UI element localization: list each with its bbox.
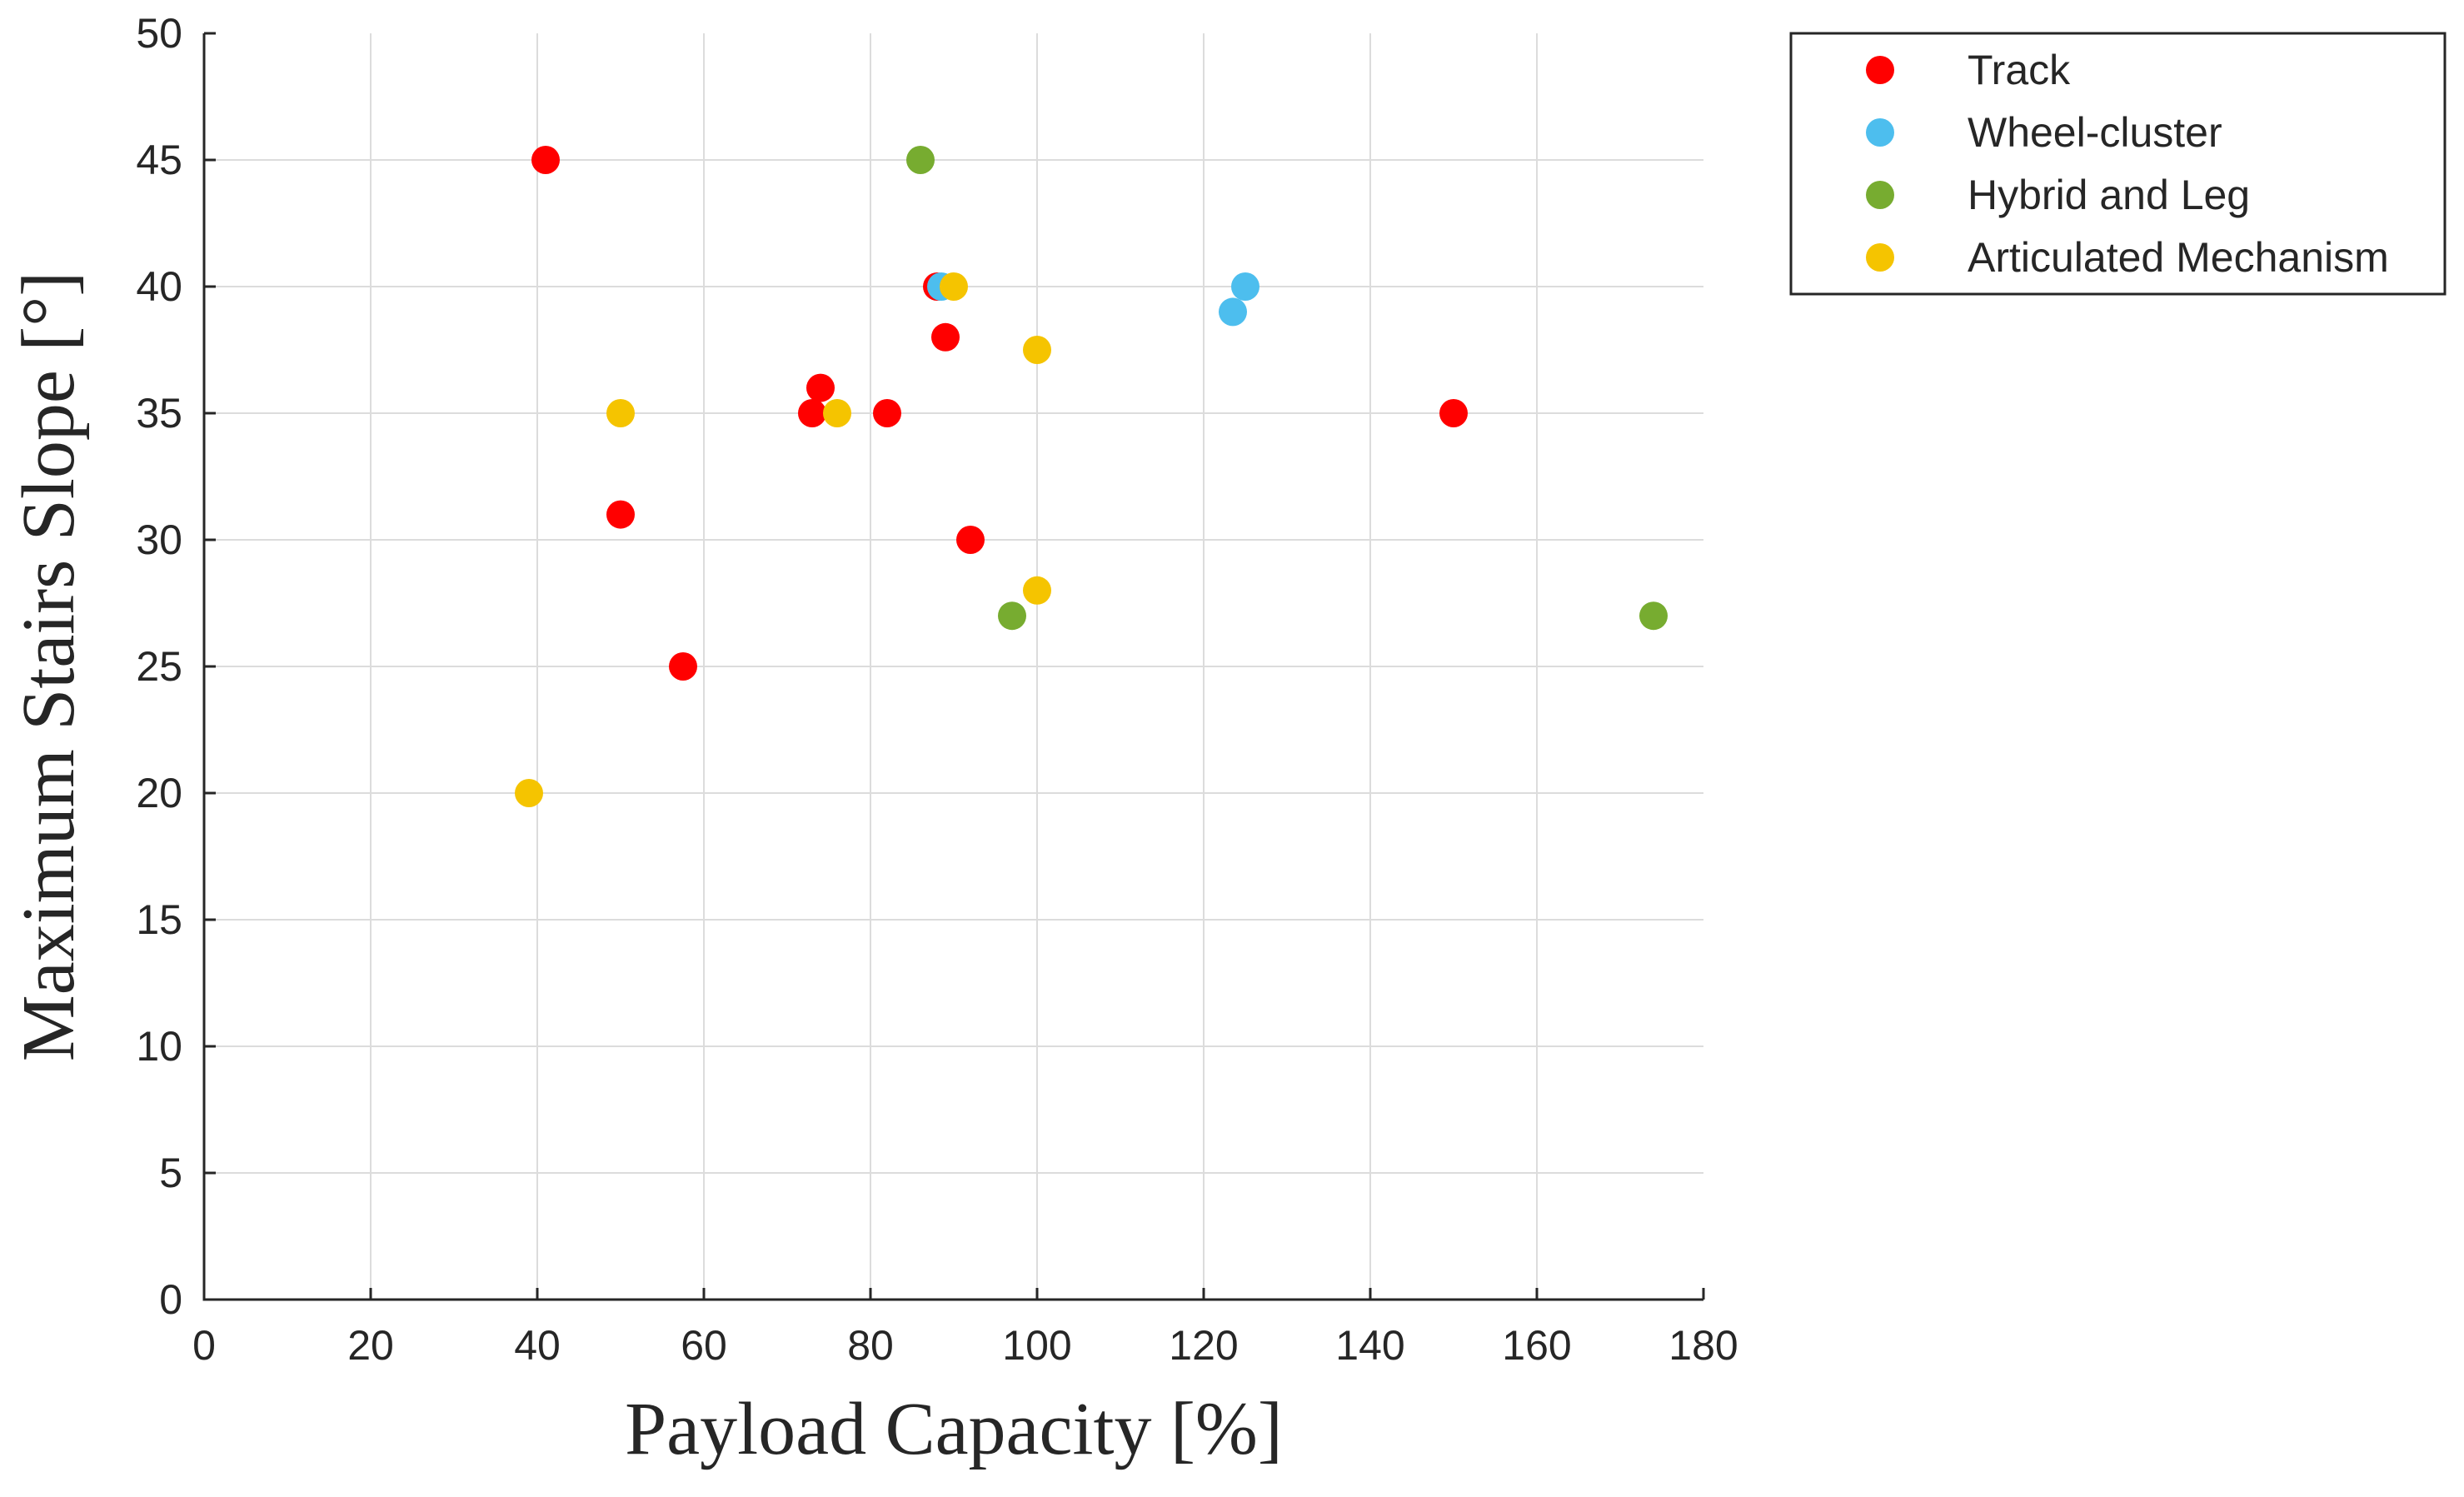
y-tick-label: 35 xyxy=(136,390,182,437)
point-track xyxy=(806,373,835,402)
x-tick-label: 80 xyxy=(847,1322,894,1369)
point-articulated-mechanism xyxy=(1023,336,1051,364)
x-tick-label: 100 xyxy=(1002,1322,1071,1369)
point-track xyxy=(1439,399,1468,427)
point-hybrid-and-leg xyxy=(998,601,1026,631)
legend: Track Wheel-cluster Hybrid and Leg Articula… xyxy=(1789,32,2447,296)
legend-marker-wheel-cluster xyxy=(1866,118,1894,147)
legend-marker-articulated-mechanism xyxy=(1866,243,1894,272)
y-tick-label: 0 xyxy=(159,1276,182,1323)
legend-marker-hybrid-and-leg xyxy=(1866,181,1894,209)
y-tick-label: 30 xyxy=(136,516,182,563)
y-tick-label: 50 xyxy=(136,10,182,57)
y-tick-label: 40 xyxy=(136,263,182,310)
point-track xyxy=(956,526,985,554)
point-track xyxy=(669,652,697,681)
point-wheel-cluster xyxy=(1231,272,1259,301)
y-tick-label: 45 xyxy=(136,137,182,183)
y-axis-title: Maximum Stairs Slope [°] xyxy=(7,272,90,1061)
x-tick-label: 160 xyxy=(1502,1322,1571,1369)
tick-labels: 0 20 40 60 80 100 120 140 160 180 0 5 10 15 20 25 30 35 40… xyxy=(136,10,1738,1369)
grid xyxy=(204,33,1703,1300)
x-tick-label: 0 xyxy=(192,1322,216,1369)
x-tick-label: 180 xyxy=(1668,1322,1738,1369)
point-track xyxy=(798,399,826,427)
y-tick-label: 25 xyxy=(136,643,182,690)
point-track xyxy=(606,500,635,529)
data-points xyxy=(515,146,1668,807)
legend-label-track: Track xyxy=(1968,47,2071,93)
point-articulated-mechanism xyxy=(606,399,635,427)
x-tick-label: 140 xyxy=(1335,1322,1404,1369)
legend-label-wheel-cluster: Wheel-cluster xyxy=(1968,109,2222,156)
point-hybrid-and-leg xyxy=(1639,601,1668,631)
x-tick-label: 60 xyxy=(681,1322,727,1369)
point-track xyxy=(873,399,901,427)
y-tick-label: 10 xyxy=(136,1023,182,1070)
legend-label-hybrid-and-leg: Hybrid and Leg xyxy=(1968,172,2250,218)
point-articulated-mechanism xyxy=(940,272,968,301)
y-tick-label: 15 xyxy=(136,896,182,943)
point-track xyxy=(531,146,560,174)
x-tick-label: 120 xyxy=(1169,1322,1238,1369)
x-tick-label: 40 xyxy=(514,1322,561,1369)
x-tick-label: 20 xyxy=(347,1322,394,1369)
y-tick-label: 20 xyxy=(136,770,182,816)
point-articulated-mechanism xyxy=(823,399,851,427)
y-tick-label: 5 xyxy=(159,1150,182,1196)
point-wheel-cluster xyxy=(1219,297,1247,327)
point-articulated-mechanism xyxy=(1023,576,1051,605)
x-axis-title: Payload Capacity [%] xyxy=(625,1388,1283,1470)
legend-label-articulated-mechanism: Articulated Mechanism xyxy=(1968,234,2389,281)
point-articulated-mechanism xyxy=(515,779,543,807)
axes xyxy=(202,32,1705,1301)
point-hybrid-and-leg xyxy=(906,146,935,174)
axis-lines xyxy=(202,33,1703,1301)
legend-marker-track xyxy=(1866,56,1894,84)
point-track xyxy=(931,322,960,352)
legend-box xyxy=(1789,32,2447,296)
